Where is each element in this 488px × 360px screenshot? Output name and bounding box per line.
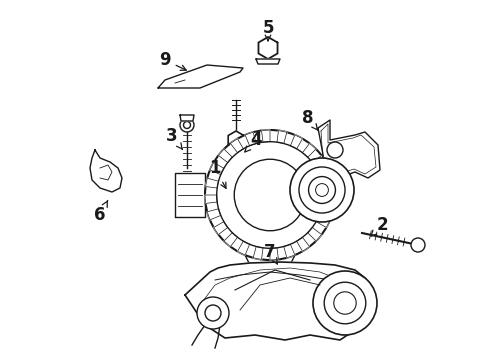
- Polygon shape: [269, 248, 278, 260]
- Polygon shape: [258, 37, 277, 59]
- Polygon shape: [228, 131, 244, 149]
- Circle shape: [234, 159, 305, 231]
- Polygon shape: [290, 135, 302, 149]
- Text: 9: 9: [159, 51, 186, 70]
- Text: 3: 3: [166, 127, 182, 149]
- Polygon shape: [283, 244, 294, 258]
- Polygon shape: [317, 120, 379, 178]
- Text: 8: 8: [302, 109, 318, 131]
- Polygon shape: [256, 59, 280, 64]
- Text: 6: 6: [94, 201, 107, 224]
- Polygon shape: [296, 237, 309, 251]
- Polygon shape: [213, 222, 227, 235]
- Polygon shape: [276, 131, 286, 144]
- Polygon shape: [302, 143, 315, 157]
- Circle shape: [289, 158, 353, 222]
- Polygon shape: [209, 162, 224, 175]
- Polygon shape: [205, 178, 218, 188]
- Text: 7: 7: [264, 243, 277, 264]
- Polygon shape: [307, 228, 321, 241]
- Text: 4: 4: [244, 131, 261, 152]
- Polygon shape: [237, 241, 249, 255]
- Polygon shape: [90, 150, 122, 192]
- Circle shape: [197, 297, 228, 329]
- Polygon shape: [261, 130, 269, 142]
- Circle shape: [204, 130, 334, 260]
- Polygon shape: [312, 156, 325, 168]
- Polygon shape: [319, 170, 332, 181]
- Circle shape: [312, 271, 376, 335]
- Polygon shape: [224, 233, 237, 247]
- Text: 1: 1: [209, 159, 225, 188]
- Polygon shape: [204, 195, 217, 203]
- Polygon shape: [322, 186, 334, 195]
- Polygon shape: [218, 149, 232, 163]
- Polygon shape: [158, 65, 243, 88]
- Text: 2: 2: [370, 216, 387, 236]
- Polygon shape: [184, 262, 374, 340]
- Polygon shape: [253, 247, 263, 260]
- Polygon shape: [207, 209, 220, 220]
- Polygon shape: [244, 132, 256, 146]
- Polygon shape: [316, 215, 329, 228]
- Polygon shape: [180, 115, 194, 121]
- Polygon shape: [230, 139, 243, 153]
- Polygon shape: [321, 202, 334, 212]
- Polygon shape: [244, 255, 294, 275]
- Text: 5: 5: [262, 19, 273, 41]
- Circle shape: [326, 142, 342, 158]
- Circle shape: [410, 238, 424, 252]
- Polygon shape: [175, 173, 204, 217]
